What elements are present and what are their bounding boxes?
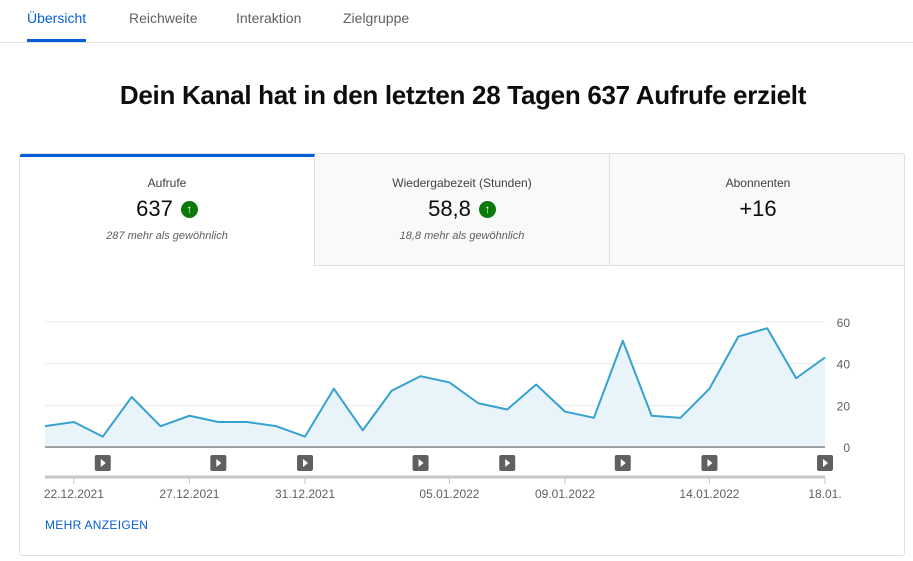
- x-tick-label: 05.01.2022: [419, 487, 479, 499]
- views-chart: 0 20 40 60 22.12.2021 27.12.2021 31.12.2021 05.…: [44, 316, 851, 499]
- metric-watch-time[interactable]: Wiedergabezeit (Stunden) 58,8 ↑ 18,8 mehr…: [315, 154, 610, 266]
- metric-label: Aufrufe: [147, 176, 187, 190]
- show-more-link[interactable]: MEHR ANZEIGEN: [45, 518, 149, 532]
- y-tick-label: 20: [837, 399, 851, 413]
- metric-comparison: 18,8 mehr als gewöhnlich: [399, 230, 525, 242]
- metric-value: +16: [739, 196, 777, 221]
- page-title: Dein Kanal hat in den letzten 28 Tagen 6…: [119, 80, 807, 110]
- tab-engagement[interactable]: Interaktion: [236, 10, 302, 26]
- video-marker-icon[interactable]: [701, 455, 718, 471]
- arrow-up-icon: ↑: [478, 200, 496, 218]
- tab-bar: Übersicht Reichweite Interaktion Zielgru…: [0, 0, 913, 43]
- x-tick-label: 09.01.2022: [535, 487, 595, 499]
- metric-label: Abonnenten: [725, 176, 791, 190]
- y-tick-label: 60: [837, 316, 851, 330]
- area-fill: [45, 328, 825, 447]
- tab-audience[interactable]: Zielgruppe: [343, 10, 410, 26]
- metric-views[interactable]: Aufrufe 637 ↑ 287 mehr als gewöhnlich: [20, 154, 315, 266]
- tab-overview[interactable]: Übersicht: [27, 10, 87, 42]
- x-tick-label: 22.12.2021: [44, 487, 104, 499]
- series-line: [44, 327, 826, 438]
- metric-value: 58,8: [428, 196, 471, 221]
- x-tick-label: 14.01.2022: [679, 487, 739, 499]
- arrow-up-icon: ↑: [180, 200, 198, 218]
- x-tick-label: 18.01.: [808, 487, 841, 499]
- video-marker-icon[interactable]: [499, 455, 516, 471]
- metric-comparison: 287 mehr als gewöhnlich: [106, 230, 228, 242]
- y-tick-label: 40: [837, 358, 851, 372]
- video-marker-icon[interactable]: [94, 455, 111, 471]
- x-tick-label: 27.12.2021: [159, 487, 219, 499]
- video-marker-icon[interactable]: [614, 455, 631, 471]
- metric-label: Wiedergabezeit (Stunden): [392, 176, 532, 190]
- video-marker-icon[interactable]: [297, 455, 313, 471]
- analytics-card: Aufrufe 637 ↑ 287 mehr als gewöhnlich Wie…: [19, 153, 905, 556]
- metric-subscribers[interactable]: Abonnenten +16: [610, 154, 904, 266]
- y-tick-label: 0: [843, 441, 850, 455]
- metric-value: 637: [136, 196, 173, 221]
- video-marker-icon[interactable]: [210, 455, 227, 471]
- video-marker-icon[interactable]: [412, 455, 429, 471]
- video-marker-icon[interactable]: [817, 455, 833, 471]
- x-tick-label: 31.12.2021: [275, 487, 335, 499]
- tab-reach[interactable]: Reichweite: [129, 10, 198, 26]
